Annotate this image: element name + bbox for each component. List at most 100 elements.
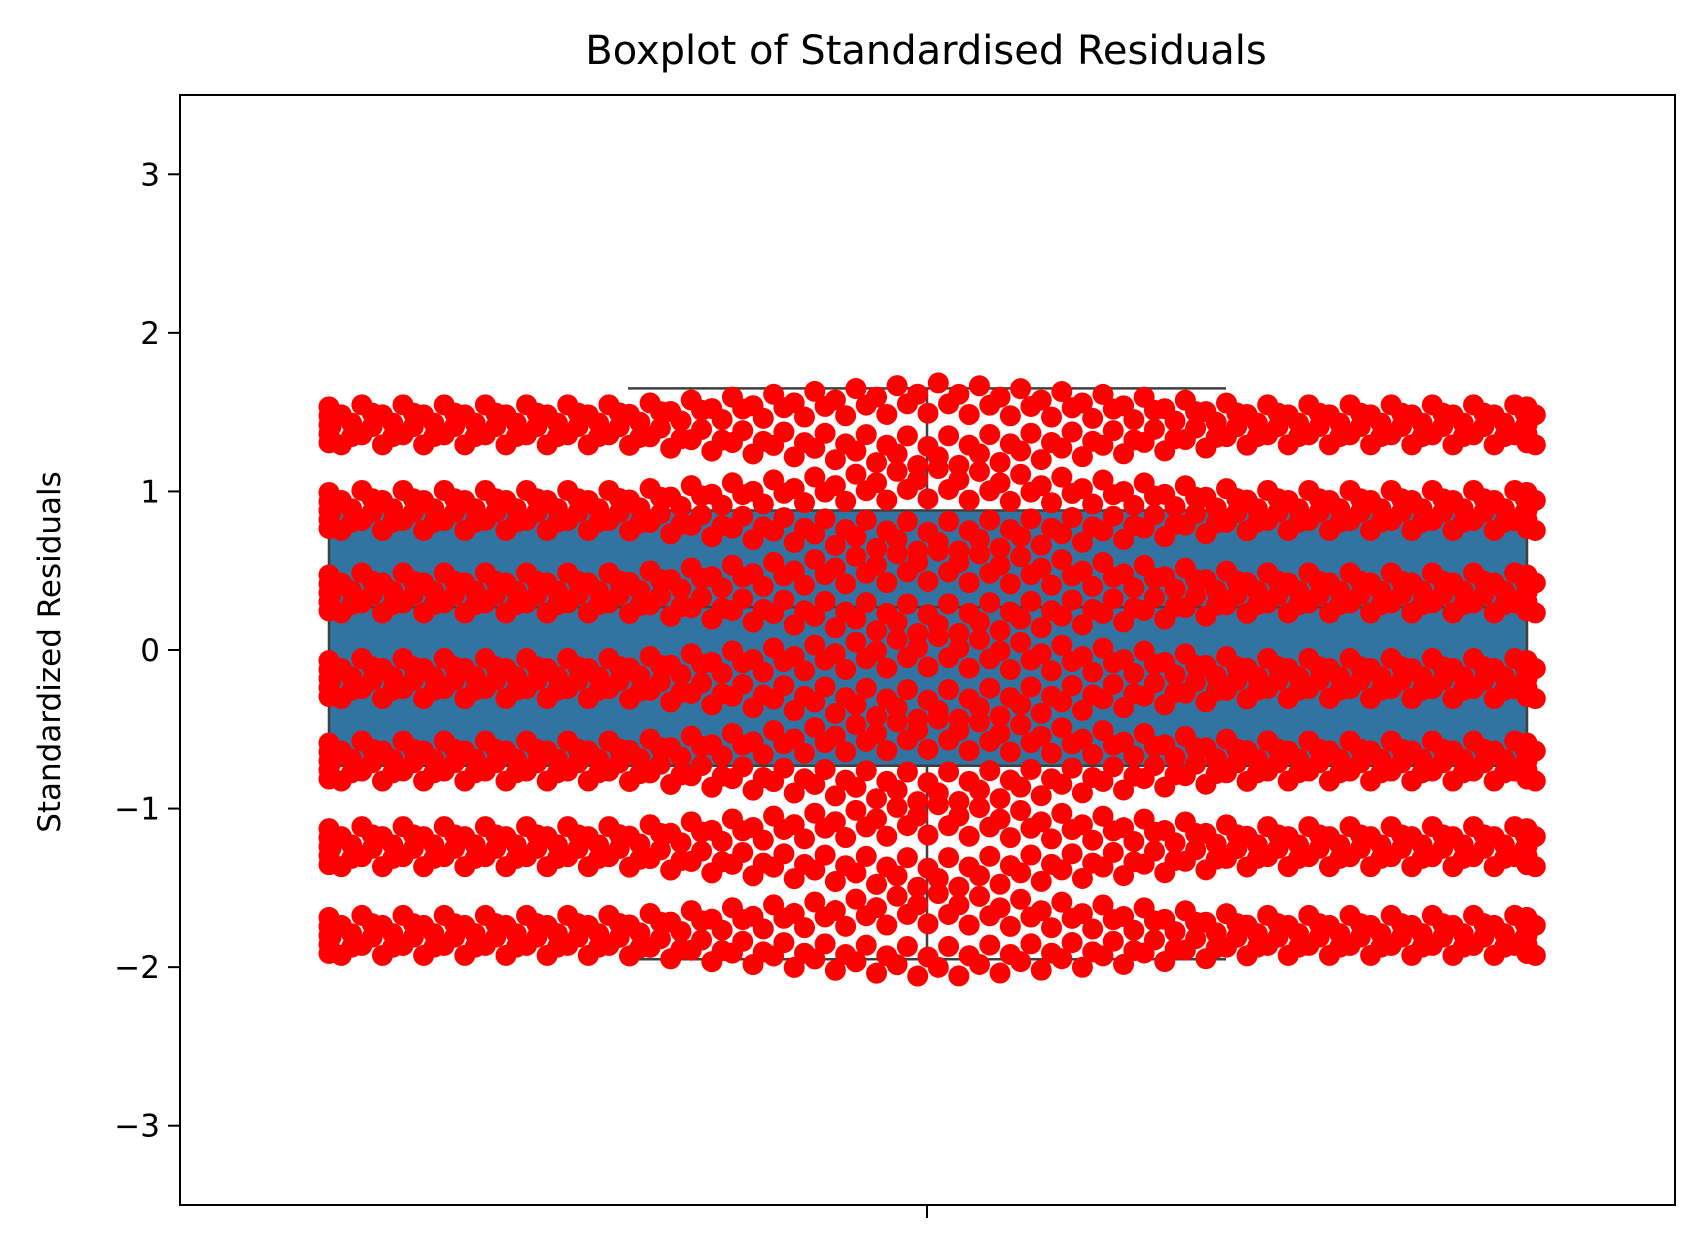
- swarm-point: [1267, 416, 1289, 438]
- swarm-point: [948, 622, 970, 644]
- swarm-point: [824, 811, 846, 833]
- swarm-point: [752, 661, 774, 683]
- swarm-point: [361, 669, 383, 691]
- swarm-point: [1082, 407, 1104, 429]
- swarm-point: [1185, 585, 1207, 607]
- swarm-point: [691, 418, 713, 440]
- swarm-point: [958, 572, 980, 594]
- swarm-point: [1473, 752, 1495, 774]
- swarm-point: [1349, 501, 1371, 523]
- swarm-point: [1071, 814, 1093, 836]
- swarm-point: [835, 741, 857, 763]
- swarm-point: [989, 808, 1011, 830]
- swarm-point: [1071, 531, 1093, 553]
- chart-title: Boxplot of Standardised Residuals: [585, 28, 1266, 74]
- swarm-point: [824, 725, 846, 747]
- swarm-point: [691, 755, 713, 777]
- swarm-point: [1267, 837, 1289, 859]
- swarm-point: [886, 443, 908, 465]
- swarm-point: [691, 929, 713, 951]
- swarm-point: [402, 752, 424, 774]
- swarm-point: [1123, 577, 1145, 599]
- swarm-point: [402, 837, 424, 859]
- swarm-point: [1051, 773, 1073, 795]
- swarm-point: [1092, 551, 1114, 573]
- swarm-point: [629, 833, 651, 855]
- swarm-point: [732, 588, 754, 610]
- swarm-point: [804, 802, 826, 824]
- swarm-point: [968, 711, 990, 733]
- swarm-point: [1010, 694, 1032, 716]
- swarm-point: [886, 796, 908, 818]
- y-tick-label: 0: [140, 633, 160, 669]
- swarm-point: [1051, 859, 1073, 881]
- swarm-point: [866, 472, 888, 494]
- swarm-point: [958, 914, 980, 936]
- swarm-point: [835, 915, 857, 937]
- swarm-point: [1010, 862, 1032, 884]
- swarm-point: [979, 760, 1001, 782]
- swarm-point: [485, 752, 507, 774]
- swarm-point: [485, 837, 507, 859]
- swarm-point: [1030, 900, 1052, 922]
- swarm-point: [1516, 942, 1538, 964]
- swarm-point: [1226, 669, 1248, 691]
- swarm-point: [804, 691, 826, 713]
- swarm-point: [691, 586, 713, 608]
- swarm-point: [1030, 617, 1052, 639]
- swarm-point: [1030, 449, 1052, 471]
- swarm-point: [927, 626, 949, 648]
- swarm-point: [485, 501, 507, 523]
- swarm-point: [804, 634, 826, 656]
- swarm-point: [670, 921, 692, 943]
- swarm-point: [989, 962, 1011, 984]
- swarm-point: [1390, 416, 1412, 438]
- swarm-point: [1143, 672, 1165, 694]
- swarm-point: [1164, 746, 1186, 768]
- swarm-point: [1092, 688, 1114, 710]
- swarm-point: [804, 605, 826, 627]
- swarm-point: [866, 873, 888, 895]
- swarm-point: [886, 460, 908, 482]
- swarm-point: [824, 900, 846, 922]
- swarm-point: [917, 402, 939, 424]
- swarm-point: [958, 657, 980, 679]
- swarm-point: [927, 540, 949, 562]
- swarm-point: [948, 454, 970, 476]
- swarm-point: [1010, 951, 1032, 973]
- swarm-point: [1041, 742, 1063, 764]
- swarm-point: [773, 507, 795, 529]
- swarm-point: [526, 416, 548, 438]
- swarm-point: [1516, 854, 1538, 876]
- swarm-point: [1061, 843, 1083, 865]
- swarm-point: [526, 926, 548, 948]
- swarm-point: [1010, 608, 1032, 630]
- swarm-point: [608, 501, 630, 523]
- swarm-point: [814, 758, 836, 780]
- swarm-point: [989, 472, 1011, 494]
- swarm-point: [948, 551, 970, 573]
- swarm-point: [1010, 526, 1032, 548]
- swarm-point: [886, 779, 908, 801]
- swarm-point: [1030, 870, 1052, 892]
- swarm-point: [402, 584, 424, 606]
- swarm-point: [1102, 756, 1124, 778]
- swarm-point: [866, 620, 888, 642]
- swarm-point: [886, 611, 908, 633]
- swarm-point: [318, 432, 340, 454]
- swarm-point: [711, 577, 733, 599]
- swarm-point: [1071, 478, 1093, 500]
- swarm-point: [917, 656, 939, 678]
- swarm-point: [1051, 948, 1073, 970]
- swarm-point: [773, 675, 795, 697]
- swarm-point: [804, 437, 826, 459]
- swarm-point: [1051, 802, 1073, 824]
- swarm-point: [1092, 945, 1114, 967]
- swarm-point: [732, 841, 754, 863]
- swarm-point: [907, 876, 929, 898]
- swarm-point: [1092, 434, 1114, 456]
- swarm-point: [845, 526, 867, 548]
- swarm-point: [1226, 838, 1248, 860]
- swarm-point: [711, 919, 733, 941]
- swarm-point: [1123, 662, 1145, 684]
